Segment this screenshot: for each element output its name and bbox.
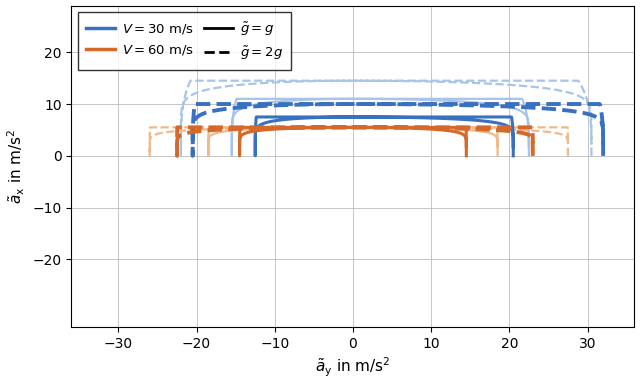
Legend: $V = 30\ \mathrm{m/s}$, $V = 60\ \mathrm{m/s}$, $\tilde{g} = g$, $\tilde{g} = 2g: $V = 30\ \mathrm{m/s}$, $V = 60\ \mathrm… xyxy=(78,12,291,70)
Y-axis label: $\tilde{a}_\mathrm{x}$ in $\mathrm{m/s}^2$: $\tilde{a}_\mathrm{x}$ in $\mathrm{m/s}^… xyxy=(6,128,27,204)
X-axis label: $\tilde{a}_\mathrm{y}$ in $\mathrm{m/s}^2$: $\tilde{a}_\mathrm{y}$ in $\mathrm{m/s}^… xyxy=(315,356,391,380)
